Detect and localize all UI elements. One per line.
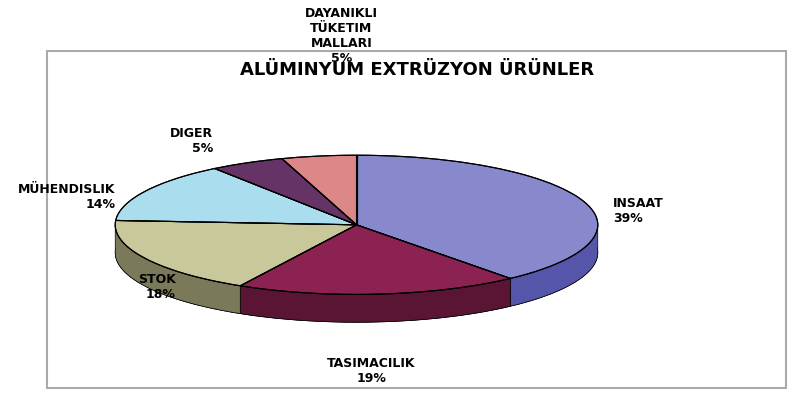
Polygon shape (240, 278, 510, 322)
Polygon shape (240, 225, 510, 294)
Ellipse shape (115, 183, 598, 322)
Text: ALÜMINYUM EXTRÜZYON ÜRÜNLER: ALÜMINYUM EXTRÜZYON ÜRÜNLER (239, 61, 594, 79)
FancyBboxPatch shape (47, 51, 786, 388)
Polygon shape (116, 169, 357, 225)
Text: MÜHENDISLIK
14%: MÜHENDISLIK 14% (18, 183, 115, 211)
Text: DAYANIKLI
TÜKETIM
MALLARI
5%: DAYANIKLI TÜKETIM MALLARI 5% (305, 7, 378, 65)
Text: DIGER
5%: DIGER 5% (170, 127, 213, 155)
Polygon shape (215, 159, 357, 225)
Polygon shape (115, 225, 240, 314)
Text: INSAAT
39%: INSAAT 39% (613, 197, 664, 225)
Polygon shape (282, 155, 357, 225)
Polygon shape (115, 221, 357, 286)
Polygon shape (357, 155, 598, 278)
Text: STOK
18%: STOK 18% (138, 274, 176, 301)
Text: TASIMACILIK
19%: TASIMACILIK 19% (327, 357, 416, 385)
Polygon shape (510, 226, 598, 306)
